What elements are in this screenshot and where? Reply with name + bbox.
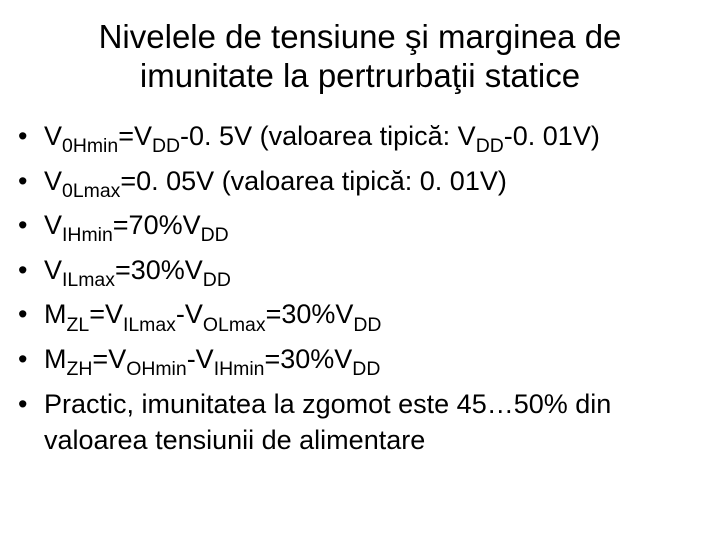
list-item: VIHmin=70%VDD xyxy=(16,207,712,248)
text: -0. 01V) xyxy=(504,121,600,151)
text: -0. 5V (valoarea tipică: V xyxy=(180,121,476,151)
subscript: DD xyxy=(353,314,381,336)
text: V xyxy=(44,166,62,196)
subscript: 0Hmin xyxy=(62,135,118,157)
subscript: DD xyxy=(352,358,380,380)
list-item: V0Hmin=VDD-0. 5V (valoarea tipică: VDD-0… xyxy=(16,118,712,159)
slide: Nivelele de tensiune şi marginea de imun… xyxy=(0,0,720,540)
subscript: IHmin xyxy=(214,358,265,380)
title-line-1: Nivelele de tensiune şi marginea de xyxy=(99,18,622,55)
subscript: DD xyxy=(201,224,229,246)
text: M xyxy=(44,344,67,374)
text: V xyxy=(44,210,62,240)
text: =V xyxy=(89,299,123,329)
list-item: VILmax=30%VDD xyxy=(16,252,712,293)
text: =30%V xyxy=(264,344,352,374)
bullet-list: V0Hmin=VDD-0. 5V (valoarea tipică: VDD-0… xyxy=(8,118,712,459)
text: =30%V xyxy=(115,255,203,285)
list-item: Practic, imunitatea la zgomot este 45…50… xyxy=(16,386,712,459)
slide-title: Nivelele de tensiune şi marginea de imun… xyxy=(8,18,712,96)
subscript: DD xyxy=(203,269,231,291)
subscript: IHmin xyxy=(62,224,113,246)
subscript: ZL xyxy=(67,314,90,336)
text: -V xyxy=(176,299,203,329)
text: =30%V xyxy=(266,299,354,329)
list-item: MZH=VOHmin-VIHmin=30%VDD xyxy=(16,341,712,382)
title-line-2: imunitate la pertrurbaţii statice xyxy=(140,57,580,94)
subscript: ZH xyxy=(67,358,93,380)
text: Practic, imunitatea la zgomot este 45…50… xyxy=(44,389,611,455)
list-item: MZL=VILmax-VOLmax=30%VDD xyxy=(16,296,712,337)
text: -V xyxy=(187,344,214,374)
subscript: DD xyxy=(476,135,504,157)
text: M xyxy=(44,299,67,329)
subscript: 0Lmax xyxy=(62,180,120,202)
text: V xyxy=(44,255,62,285)
text: =70%V xyxy=(113,210,201,240)
text: =V xyxy=(118,121,152,151)
text: =V xyxy=(92,344,126,374)
subscript: ILmax xyxy=(123,314,176,336)
subscript: DD xyxy=(152,135,180,157)
subscript: OHmin xyxy=(126,358,186,380)
text: V xyxy=(44,121,62,151)
list-item: V0Lmax=0. 05V (valoarea tipică: 0. 01V) xyxy=(16,163,712,204)
subscript: OLmax xyxy=(203,314,266,336)
subscript: ILmax xyxy=(62,269,115,291)
text: =0. 05V (valoarea tipică: 0. 01V) xyxy=(120,166,506,196)
